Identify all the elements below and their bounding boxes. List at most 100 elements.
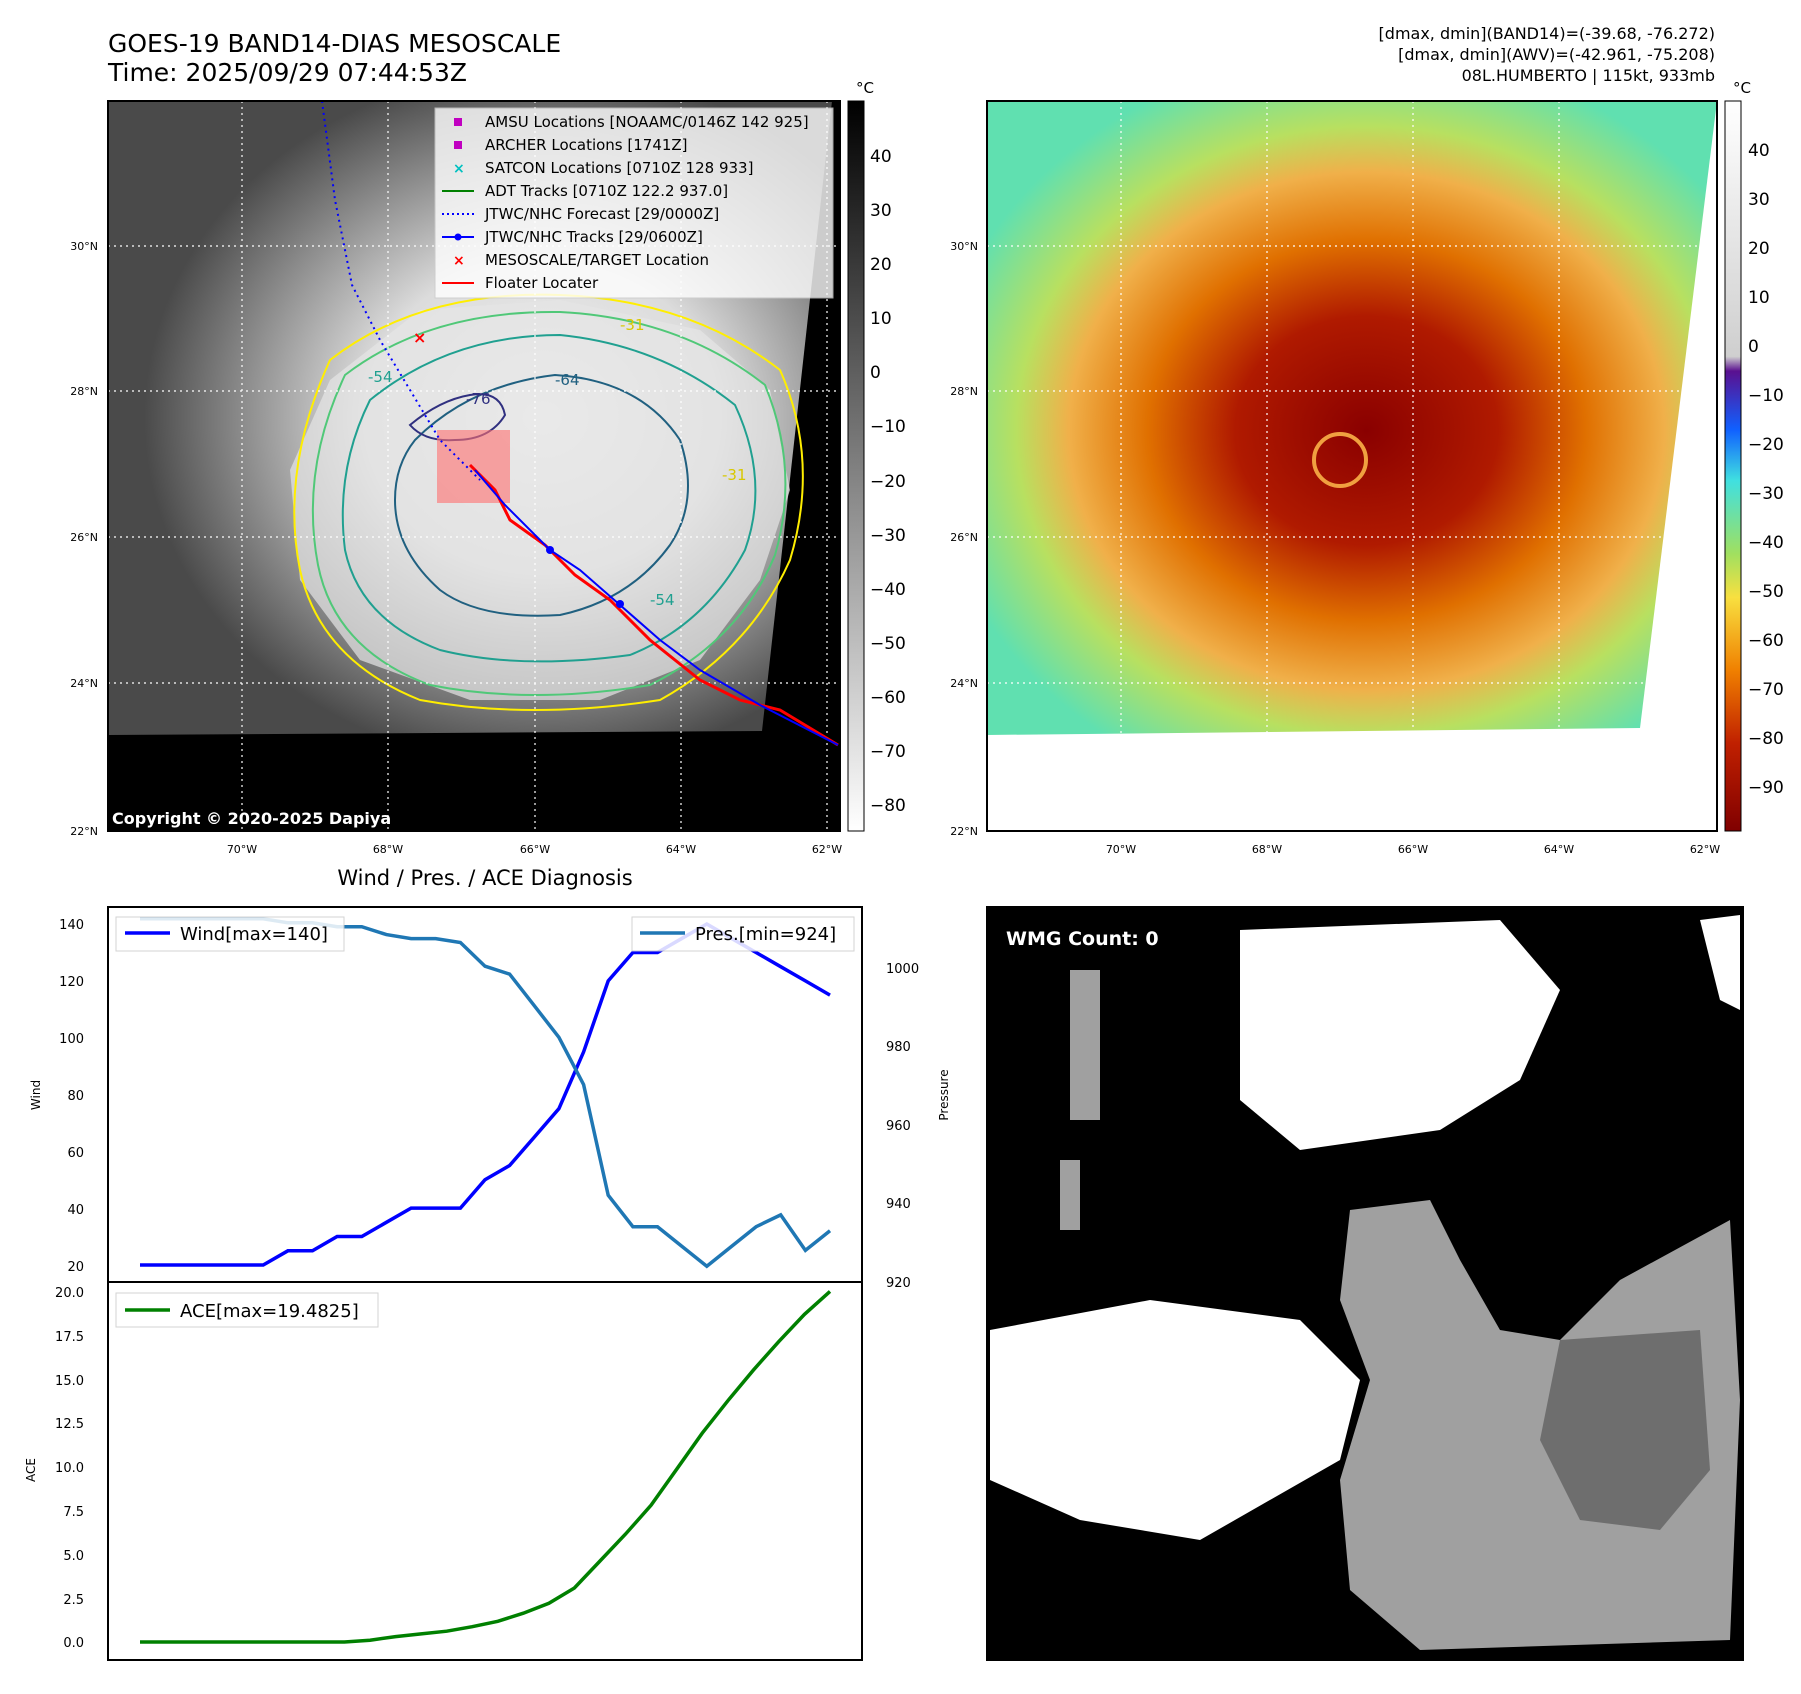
wmg-gray-region (1070, 970, 1100, 1120)
colorbar2-tick: −10 (1748, 386, 1784, 406)
stat-awv: [dmax, dmin](AWV)=(-42.961, -75.208) (1398, 45, 1715, 64)
colorbar-unit: °C (1733, 79, 1751, 97)
contour-label: -64 (555, 371, 580, 389)
wind-legend-label: Wind[max=140] (180, 924, 328, 945)
awv-eye (1312, 432, 1368, 488)
contour-label: -76 (466, 390, 491, 408)
awv-map-panel (986, 100, 1718, 832)
ace-ytick: 2.5 (63, 1593, 84, 1608)
colorbar1-tick: −70 (870, 742, 906, 762)
ace-axes (107, 1281, 863, 1661)
lon-tick: 62°W (812, 843, 842, 856)
lat-tick: 24°N (950, 677, 978, 690)
pressure-ytick: 1000 (886, 962, 919, 977)
colorbar-unit: °C (856, 79, 874, 97)
copyright: Copyright © 2020-2025 Dapiya (112, 809, 391, 828)
wind-ytick: 100 (59, 1032, 84, 1047)
colorbar2-tick: −80 (1748, 729, 1784, 749)
ace-ytick: 12.5 (55, 1417, 84, 1432)
figure-title: GOES-19 BAND14-DIAS MESOSCALE (108, 29, 561, 58)
ace-line (140, 1290, 832, 1644)
ir-map-axes: 30°N 28°N 26°N 24°N 22°N 70°W 68°W 66°W … (70, 240, 842, 856)
ace-ytick: 20.0 (55, 1286, 84, 1301)
colorbar1-tick: −10 (870, 417, 906, 437)
storm-info: 08L.HUMBERTO | 115kt, 933mb (1462, 66, 1715, 85)
colorbar2-tick: −50 (1748, 582, 1784, 602)
lat-tick: 30°N (70, 240, 98, 253)
wmg-white-region (1240, 920, 1560, 1150)
wind-ytick: 120 (59, 975, 84, 990)
wind-ylabel: Wind (29, 1080, 43, 1110)
wmg-gray-region (1340, 1200, 1740, 1650)
pressure-ytick: 940 (886, 1197, 911, 1212)
wind-ytick: 80 (67, 1089, 84, 1104)
lat-tick: 28°N (70, 385, 98, 398)
wind-yticks: 140 120 100 80 60 40 20 (59, 918, 84, 1275)
pressure-ytick: 920 (886, 1276, 911, 1291)
lon-tick: 62°W (1690, 843, 1720, 856)
ace-ylabel: ACE (24, 1458, 38, 1482)
ace-ytick: 17.5 (55, 1330, 84, 1345)
jtwc-point (546, 546, 554, 554)
contour-label: -54 (368, 368, 393, 386)
wmg-panel: WMG Count: 0 (986, 906, 1744, 1661)
ace-yticks: 20.0 17.5 15.0 12.5 10.0 7.5 5.0 2.5 0.0 (55, 1286, 84, 1651)
colorbar2-tick: −60 (1748, 631, 1784, 651)
legend-marker-archer (454, 141, 462, 149)
lat-tick: 30°N (950, 240, 978, 253)
colorbar2-tick: 30 (1748, 190, 1770, 210)
pressure-legend-label: Pres.[min=924] (695, 924, 836, 945)
legend-item: MESOSCALE/TARGET Location (485, 251, 709, 269)
legend-item: JTWC/NHC Forecast [29/0000Z] (484, 205, 719, 223)
legend-marker-amsu (454, 118, 462, 126)
colorbar2-tick: 40 (1748, 141, 1770, 161)
lon-tick: 68°W (1252, 843, 1282, 856)
wind-ytick: 60 (67, 1146, 84, 1161)
colorbar1-tick: −30 (870, 526, 906, 546)
colorbar1-tick: 10 (870, 309, 892, 329)
ace-ytick: 10.0 (55, 1461, 84, 1476)
colorbar1-tick: 0 (870, 363, 881, 383)
colorbar2-tick: −20 (1748, 435, 1784, 455)
lat-tick: 22°N (70, 825, 98, 838)
ace-ytick: 7.5 (63, 1505, 84, 1520)
ace-legend-label: ACE[max=19.4825] (180, 1301, 359, 1322)
contour-green (311, 310, 787, 696)
contour-teal (341, 333, 757, 663)
mesoscale-target-marker: × (413, 328, 426, 347)
jtwc-point (616, 600, 624, 608)
legend-item: AMSU Locations [NOAAMC/0146Z 142 925] (485, 113, 809, 131)
lon-tick: 70°W (1106, 843, 1136, 856)
contour-dark-teal (393, 373, 689, 617)
floater-track (468, 463, 839, 747)
lon-tick: 70°W (227, 843, 257, 856)
wmg-count-label: WMG Count: 0 (1006, 928, 1159, 950)
colorbar2-tick: 10 (1748, 288, 1770, 308)
awv-image (987, 101, 1717, 735)
contour-label: -31 (620, 316, 645, 334)
colorbar2-tick: −70 (1748, 680, 1784, 700)
colorbar-band14: °C 40 30 20 10 0 −10 −20 −30 −40 −50 −60… (847, 79, 906, 832)
colorbar-awv: °C 40 30 20 10 0 −10 −20 −30 −40 −50 −60… (1724, 79, 1784, 832)
colorbar1-tick: −20 (870, 472, 906, 492)
colorbar1-tick: 30 (870, 201, 892, 221)
wind-ytick: 20 (67, 1260, 84, 1275)
legend-item: JTWC/NHC Tracks [29/0600Z] (484, 228, 703, 246)
colorbar2-tick: −40 (1748, 533, 1784, 553)
colorbar2-tick: 0 (1748, 337, 1759, 357)
colorbar1-tick: 20 (870, 255, 892, 275)
legend-marker-tracks-dot (454, 233, 462, 241)
pressure-legend: Pres.[min=924] (631, 916, 855, 952)
legend-marker-target: × (453, 253, 465, 269)
pressure-ytick: 980 (886, 1040, 911, 1055)
lon-tick: 66°W (1398, 843, 1428, 856)
legend-item: Floater Locater (485, 274, 599, 292)
colorbar1-tick: −50 (870, 634, 906, 654)
awv-map-axes: 30°N 28°N 26°N 24°N 22°N 70°W 68°W 66°W … (950, 240, 1720, 856)
diagnosis-title: Wind / Pres. / ACE Diagnosis (337, 866, 632, 890)
colorbar2-tick: −30 (1748, 484, 1784, 504)
figure-time: Time: 2025/09/29 07:44:53Z (107, 58, 467, 87)
colorbar2-tick: 20 (1748, 239, 1770, 259)
wmg-white-region (990, 1300, 1360, 1540)
